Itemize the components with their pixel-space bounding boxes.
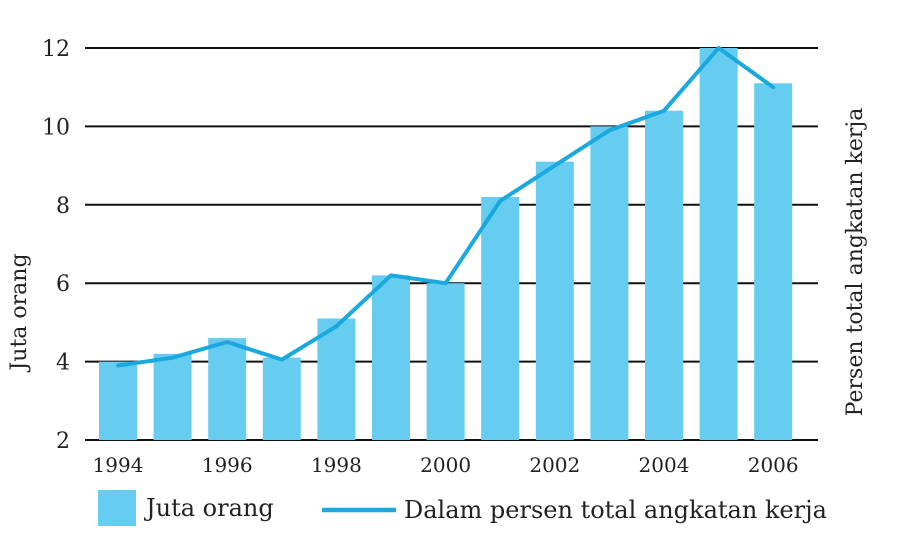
y-tick-label-2: 2 [56,429,70,454]
legend-label-line: Dalam persen total angkatan kerja [404,496,827,524]
bar-1999 [372,275,410,440]
line-series [116,46,776,368]
x-tick-label-2006: 2006 [748,453,799,477]
bar-2004 [645,110,683,440]
bar-2005 [699,48,738,440]
x-tick-label-1996: 1996 [202,453,253,477]
y-tick-label-6: 6 [56,272,70,297]
y-tick-label-10: 10 [42,115,70,140]
bar-series [99,48,793,441]
x-axis: 1994 1996 1998 2000 2002 2004 2006 [93,453,799,477]
bar-2006 [754,83,793,440]
y-axis: 2 4 6 8 10 12 [42,37,70,454]
legend-swatch-bar [98,490,136,526]
y-tick-label-12: 12 [42,37,70,62]
legend: Juta orang Dalam persen total angkatan k… [98,490,827,526]
legend-label-bar: Juta orang [143,494,274,522]
x-tick-label-2000: 2000 [420,453,471,477]
y-axis-label: Juta orang [7,253,32,372]
y-tick-label-8: 8 [56,194,70,219]
bar-1997 [262,357,301,440]
y2-axis-label: Persen total angkatan kerja [843,108,868,417]
bar-2003 [590,126,629,441]
y-tick-label-4: 4 [56,351,70,376]
x-tick-label-1998: 1998 [311,453,362,477]
bar-2002 [535,161,574,440]
bar-1996 [208,338,247,440]
bar-1998 [317,318,356,440]
x-tick-label-2002: 2002 [529,453,580,477]
bar-1995 [153,353,192,440]
x-tick-label-2004: 2004 [639,453,690,477]
x-tick-label-1994: 1994 [93,453,144,477]
bar-2001 [481,196,520,440]
bar-1994 [99,361,137,440]
bar-2000 [426,283,465,440]
series-line [116,46,776,368]
